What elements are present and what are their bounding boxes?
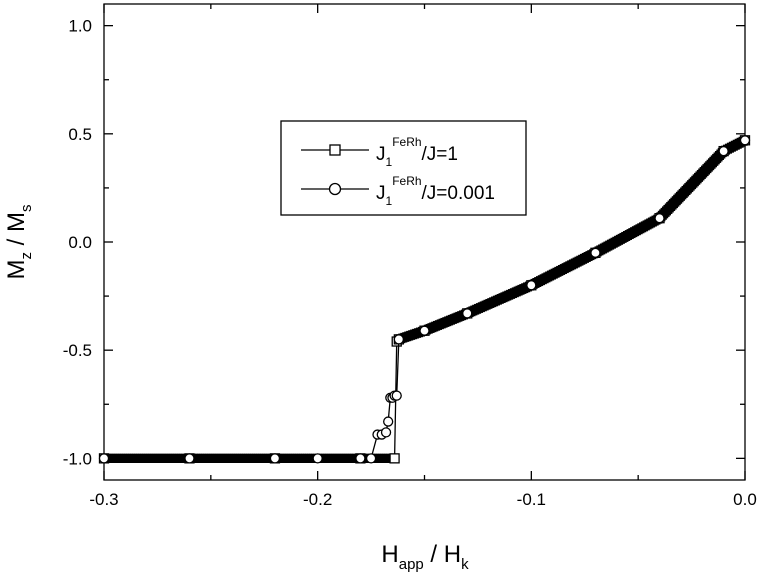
series-2-marker <box>526 280 537 291</box>
x-axis: -0.3 -0.2 -0.1 0.0 <box>89 4 757 509</box>
plot-area-frame <box>103 3 746 481</box>
legend-marker-square <box>329 144 341 156</box>
series-2-marker <box>365 453 377 464</box>
legend-2-tail: /J=0.001 <box>422 183 495 204</box>
y-axis-label: Mz / Ms <box>3 205 35 280</box>
series-2-marker <box>269 453 281 464</box>
x-axis-label-sub-2: k <box>461 556 469 573</box>
series-2-marker <box>739 135 751 146</box>
x-axis-label-separator: / H <box>424 541 461 568</box>
x-axis-label: Happ / Hk <box>381 541 469 573</box>
series-2-marker <box>718 145 729 157</box>
series-2-marker <box>184 453 195 464</box>
legend-1-tail: /J=1 <box>422 144 458 165</box>
legend-marker-circle <box>328 182 342 196</box>
series-2-marker <box>355 453 366 464</box>
series-2-marker <box>380 427 392 438</box>
y-tick-label: -1.0 <box>63 449 92 468</box>
legend-1-sup: FeRh <box>392 135 421 149</box>
series-layer <box>98 135 751 464</box>
legend-1-sub: 1 <box>386 155 393 169</box>
series-2-marker <box>462 308 473 319</box>
x-axis-label-sub-1: app <box>399 556 424 573</box>
series-1-marker <box>389 453 400 464</box>
legend-1-base: J <box>376 144 386 165</box>
series-2-marker <box>383 416 394 427</box>
x-axis-label-main: H <box>381 541 398 568</box>
x-tick-label: -0.1 <box>517 490 546 509</box>
x-tick-label: -0.3 <box>89 490 118 509</box>
series-2-marker <box>590 247 601 258</box>
y-axis-label-sub-2: s <box>18 205 35 213</box>
y-tick-label: 0.0 <box>68 233 92 252</box>
series-2-marker <box>654 213 665 224</box>
legend-2-sub: 1 <box>386 194 393 208</box>
x-tick-label: -0.2 <box>303 490 332 509</box>
y-tick-label: 1.0 <box>68 17 92 36</box>
legend-label-series-2: J1 FeRh/J=0.001 <box>376 174 495 208</box>
y-axis-label-main: M <box>3 260 30 280</box>
legend-2-base: J <box>376 183 386 204</box>
series-2-marker <box>312 453 323 464</box>
y-tick-label: -0.5 <box>63 341 92 360</box>
series-2-marker <box>98 453 110 464</box>
y-axis: -1.0 -0.5 0.0 0.5 1.0 <box>63 17 745 468</box>
series-2-marker <box>393 334 405 345</box>
legend-box <box>280 120 527 216</box>
x-tick-label: 0.0 <box>733 490 757 509</box>
y-axis-label-separator: / M <box>3 212 30 252</box>
series-2-marker <box>419 325 430 336</box>
legend-label-series-1: J1 FeRh/J=1 <box>376 135 458 169</box>
legend: J1FeRh/J=1 J1FeRh/J=0.001 <box>280 120 527 216</box>
y-axis-label-sub-1: z <box>18 252 35 260</box>
series-2-marker <box>391 390 402 401</box>
y-tick-label: 0.5 <box>68 125 92 144</box>
legend-2-sup: FeRh <box>392 174 421 188</box>
